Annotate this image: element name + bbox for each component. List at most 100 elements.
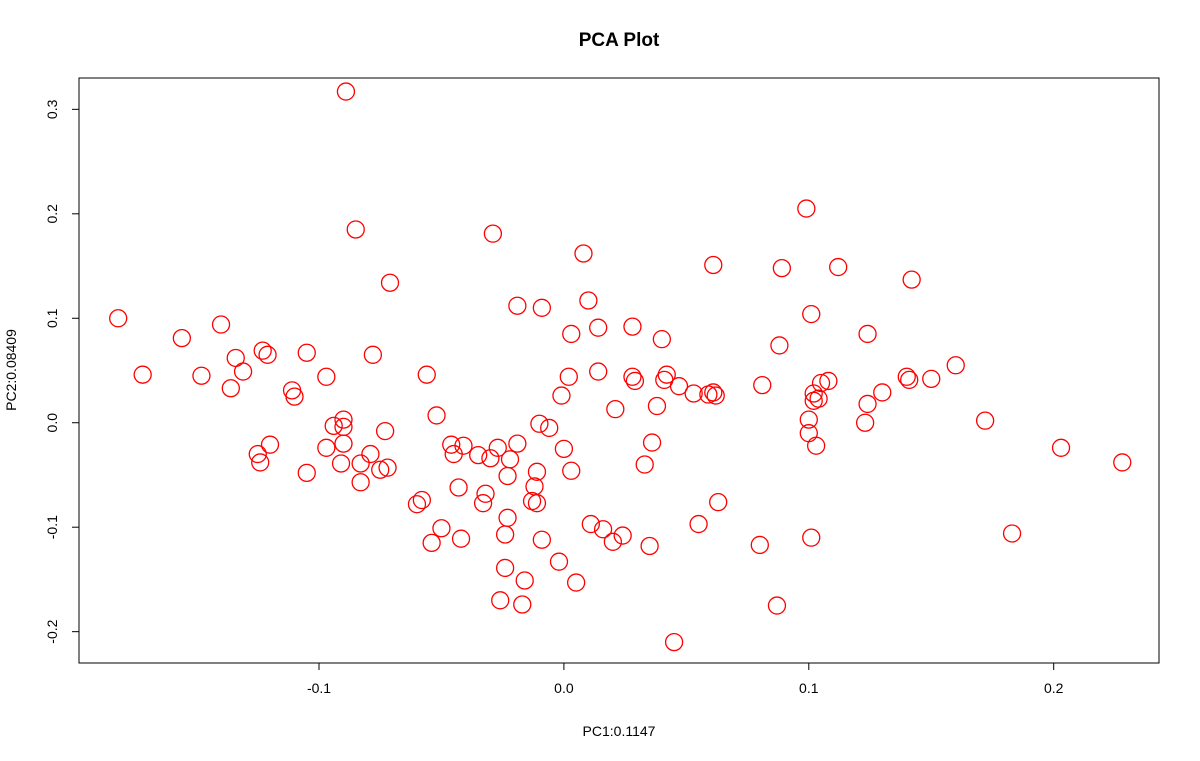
data-point (819, 371, 838, 391)
data-point (498, 466, 517, 486)
data-point (623, 367, 642, 386)
data-point (589, 318, 608, 337)
data-point (371, 460, 390, 479)
data-point (799, 424, 818, 443)
data-point (706, 386, 725, 405)
data-point (532, 298, 552, 317)
data-point (317, 367, 336, 386)
data-point (897, 367, 916, 386)
data-point (211, 315, 231, 334)
data-point (491, 591, 510, 610)
data-point (664, 632, 684, 652)
data-point (530, 414, 549, 433)
data-point (361, 444, 380, 464)
data-point (922, 369, 941, 389)
data-point (473, 494, 493, 513)
data-point (562, 461, 581, 480)
y-tick-label: 0.1 (44, 308, 60, 328)
data-point (412, 490, 432, 510)
data-point (566, 573, 586, 592)
data-point (336, 82, 356, 101)
data-point (527, 462, 547, 481)
data-point (640, 536, 659, 556)
data-point (753, 375, 772, 395)
data-point (251, 453, 270, 472)
data-point (498, 508, 517, 527)
data-point (449, 478, 468, 497)
y-tick-label: 0.2 (44, 204, 60, 224)
data-point (488, 438, 507, 457)
x-axis: -0.1 0.0 0.1 0.2 (307, 663, 1064, 696)
data-point (858, 394, 877, 414)
x-tick-label: -0.1 (307, 680, 331, 696)
data-point (285, 387, 304, 406)
data-point (476, 484, 495, 503)
data-point (495, 525, 515, 544)
data-point (603, 532, 623, 551)
data-point (346, 220, 365, 239)
data-point (444, 444, 463, 464)
data-point (481, 449, 500, 468)
data-point (427, 406, 446, 425)
data-point (258, 345, 277, 364)
data-point (454, 436, 473, 455)
data-point (802, 304, 821, 324)
data-point (767, 596, 787, 615)
data-point (133, 365, 152, 384)
data-point (652, 330, 672, 349)
data-point (799, 410, 818, 429)
data-point (606, 400, 625, 419)
data-point (375, 421, 395, 441)
data-point (500, 450, 520, 469)
data-point (669, 377, 689, 396)
data-point (946, 356, 965, 375)
data-point (331, 454, 351, 473)
data-point (625, 371, 645, 391)
data-point (704, 255, 723, 275)
data-point (581, 514, 600, 534)
data-point (469, 445, 488, 465)
data-point (260, 435, 280, 454)
y-tick-label: 0.3 (44, 99, 60, 119)
data-point (657, 365, 676, 384)
x-tick-label: 0.2 (1044, 680, 1064, 696)
data-point (623, 317, 642, 336)
data-point (829, 257, 848, 277)
data-point (806, 436, 826, 455)
y-tick-label: -0.1 (44, 515, 60, 539)
data-point (527, 494, 547, 513)
data-point (495, 558, 515, 578)
data-point (297, 343, 316, 362)
data-point (559, 367, 578, 386)
data-point (1051, 438, 1071, 457)
data-point (515, 571, 534, 590)
data-point (540, 418, 559, 438)
data-point (334, 434, 353, 453)
data-point (442, 435, 461, 454)
chart-title: PCA Plot (579, 30, 660, 51)
data-point (613, 526, 632, 545)
data-point (689, 514, 708, 534)
data-point (709, 492, 728, 512)
data-point (233, 362, 253, 381)
data-point (802, 528, 821, 547)
data-point (589, 362, 608, 381)
data-point (1113, 453, 1132, 472)
data-point (975, 411, 995, 430)
data-point (549, 552, 569, 571)
y-axis-label: PC2:0.08409 (3, 329, 19, 411)
data-point (574, 244, 593, 263)
data-point (324, 416, 343, 436)
data-point (797, 199, 816, 218)
data-point (334, 417, 353, 437)
data-point (422, 533, 441, 553)
data-point (432, 519, 451, 538)
plot-frame (78, 77, 1160, 664)
data-point (579, 291, 598, 310)
data-points (109, 82, 1132, 652)
data-point (902, 270, 921, 289)
data-point (334, 410, 353, 429)
data-point (562, 324, 581, 344)
data-point (508, 296, 527, 315)
